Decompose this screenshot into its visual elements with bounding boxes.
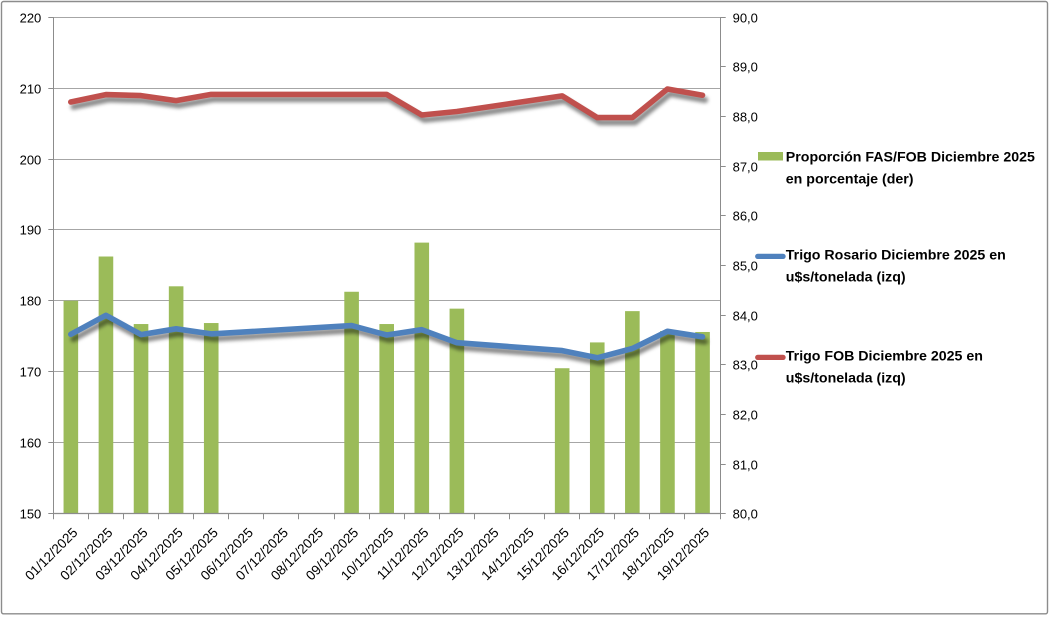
svg-text:200: 200 (20, 153, 42, 168)
svg-text:81,0: 81,0 (733, 458, 758, 473)
svg-text:220: 220 (20, 11, 42, 26)
svg-text:190: 190 (20, 223, 42, 238)
svg-text:en porcentaje (der): en porcentaje (der) (786, 172, 914, 188)
svg-text:180: 180 (20, 294, 42, 309)
svg-text:84,0: 84,0 (733, 309, 758, 324)
svg-text:89,0: 89,0 (733, 60, 758, 75)
svg-text:87,0: 87,0 (733, 160, 758, 175)
svg-text:u$s/tonelada (izq): u$s/tonelada (izq) (786, 270, 906, 286)
svg-text:170: 170 (20, 365, 42, 380)
svg-text:85,0: 85,0 (733, 259, 758, 274)
svg-text:83,0: 83,0 (733, 358, 758, 373)
svg-text:82,0: 82,0 (733, 408, 758, 423)
svg-text:80,0: 80,0 (733, 507, 758, 522)
svg-text:Proporción FAS/FOB Diciembre 2: Proporción FAS/FOB Diciembre 2025 (786, 150, 1035, 166)
svg-text:u$s/tonelada (izq): u$s/tonelada (izq) (786, 371, 906, 387)
svg-text:210: 210 (20, 82, 42, 97)
svg-text:90,0: 90,0 (733, 11, 758, 26)
svg-text:Trigo Rosario Diciembre 2025 e: Trigo Rosario Diciembre 2025 en (786, 248, 1006, 264)
svg-text:88,0: 88,0 (733, 110, 758, 125)
svg-text:150: 150 (20, 507, 42, 522)
svg-text:160: 160 (20, 436, 42, 451)
svg-text:86,0: 86,0 (733, 209, 758, 224)
svg-text:Trigo FOB Diciembre 2025 en: Trigo FOB Diciembre 2025 en (786, 349, 983, 365)
